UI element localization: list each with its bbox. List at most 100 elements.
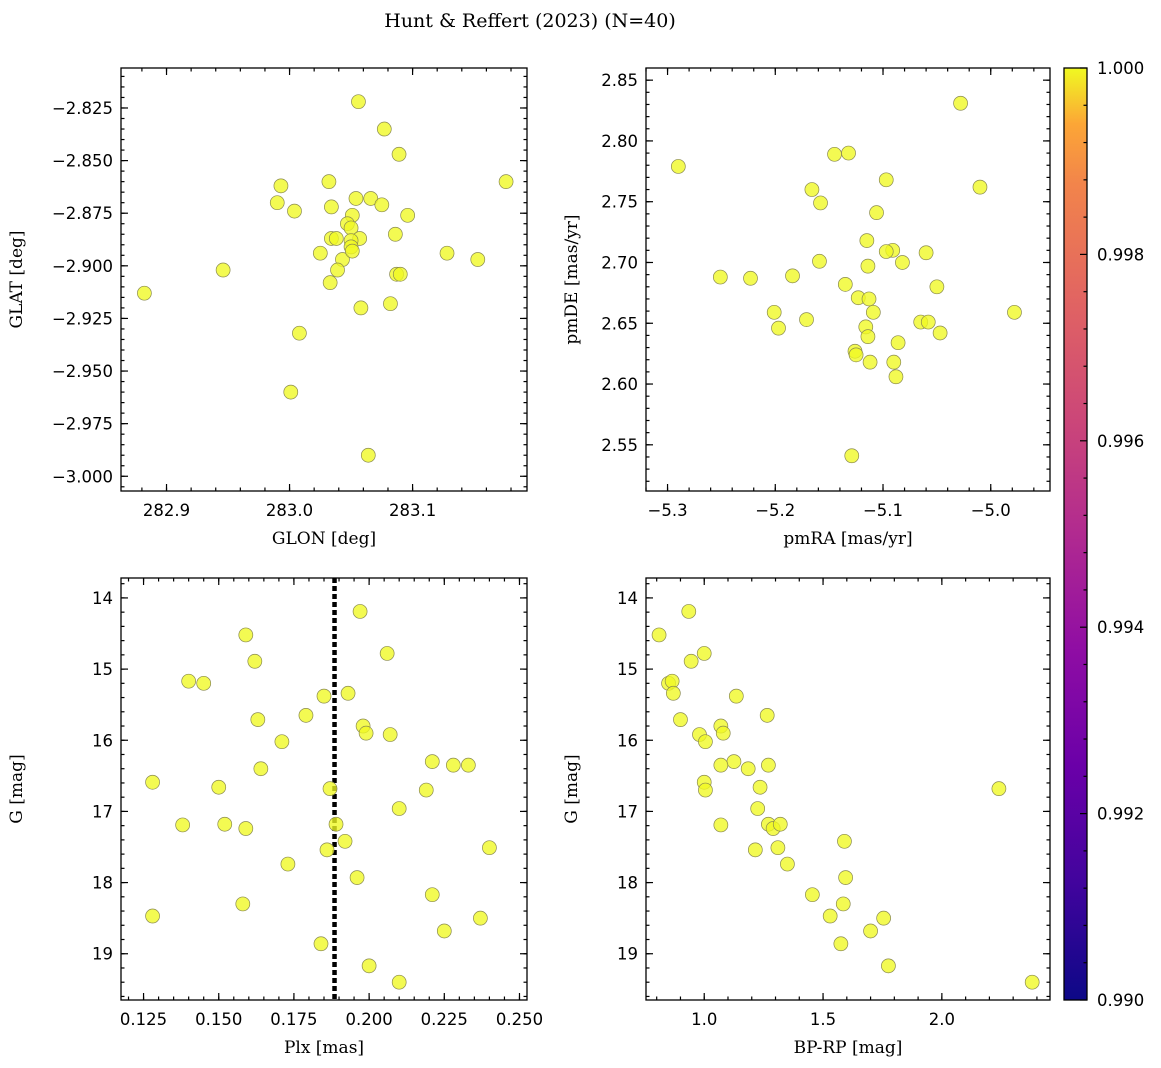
- panel-glon-glat: 282.9 283.0 283.1 −2.825 −2.850 −2.875 −2.900 −…: [7, 67, 528, 549]
- glon-glat-point: [363, 191, 379, 206]
- figure-title: Hunt & Reffert (2023) (N=40): [384, 10, 676, 32]
- pmra-pmde-point: [859, 233, 875, 248]
- plx-g-point: [352, 604, 368, 619]
- bprp-g-axes-frame: [645, 577, 1051, 1001]
- bprp-g-point: [863, 923, 878, 939]
- plx-g-y-tick-label: 16: [92, 731, 113, 750]
- glon-glat-point: [137, 285, 152, 301]
- pmra-pmde-point: [953, 95, 968, 111]
- pmra-pmde-point: [848, 347, 864, 363]
- colorbar-ticks: 0.990 0.992 0.994 0.996 0.998 1.000: [1080, 59, 1144, 1010]
- bprp-g-point: [726, 754, 742, 769]
- pmra-pmde-point: [813, 195, 828, 211]
- glon-glat-point: [269, 195, 285, 211]
- glon-glat-point: [498, 174, 514, 189]
- glon-glat-point: [215, 262, 231, 278]
- plx-g-point: [391, 974, 407, 990]
- pmra-pmde-point: [860, 329, 876, 344]
- colorbar-gradient: [1064, 68, 1087, 1000]
- pmra-pmde-point: [878, 244, 894, 259]
- pmra-pmde-point: [712, 269, 728, 285]
- bprp-g-point: [876, 910, 891, 926]
- glon-glat-point: [400, 207, 416, 223]
- bprp-g-point: [759, 707, 775, 723]
- glon-glat-y-axis-label: GLAT [deg]: [7, 230, 27, 328]
- pmra-pmde-y-tick-label: 2.85: [601, 71, 638, 90]
- glon-glat-point: [391, 146, 407, 162]
- bprp-g-point: [822, 908, 838, 924]
- plx-g-point: [358, 725, 374, 741]
- plx-g-point: [445, 757, 461, 773]
- bprp-g-point: [665, 685, 681, 701]
- pmra-pmde-x-tick-label: −5.1: [863, 501, 903, 520]
- bprp-g-x-axis-label: BP-RP [mag]: [794, 1038, 903, 1058]
- bprp-g-point: [683, 653, 699, 669]
- plx-g-point: [461, 757, 476, 773]
- plx-g-y-tick-label: 19: [92, 945, 113, 964]
- bprp-g-y-tick-label: 14: [617, 589, 638, 608]
- plx-g-point: [424, 754, 440, 769]
- pmra-pmde-point: [799, 312, 814, 327]
- pmra-pmde-y-tick-label: 2.70: [601, 253, 638, 272]
- pmra-pmde-x-tick-label: −5.0: [971, 501, 1011, 520]
- glon-glat-point: [292, 325, 307, 341]
- plx-g-point: [253, 761, 269, 777]
- bprp-g-y-tick-label: 17: [617, 802, 638, 821]
- bprp-g-y-tick-label: 15: [617, 660, 638, 679]
- bprp-g-point: [698, 734, 713, 750]
- glon-glat-y-tick-label: −2.875: [52, 204, 113, 223]
- glon-glat-point: [328, 231, 344, 246]
- bprp-g-point: [838, 870, 853, 885]
- pmra-pmde-point: [860, 258, 876, 274]
- pmra-pmde-y-tick-label: 2.55: [601, 436, 638, 455]
- plx-g-point: [337, 833, 353, 849]
- plx-g-point: [145, 908, 160, 924]
- bprp-g-point: [698, 782, 713, 798]
- plx-g-point: [361, 958, 377, 974]
- plx-g-x-tick-label: 0.150: [195, 1010, 242, 1029]
- pmra-pmde-y-axis-label: pmDE [mas/yr]: [562, 214, 582, 344]
- plx-g-x-tick-label: 0.250: [496, 1010, 543, 1029]
- glon-glat-point: [392, 266, 408, 282]
- plx-g-point: [196, 675, 212, 691]
- pmra-pmde-point: [920, 314, 936, 330]
- bprp-g-y-tick-label: 19: [617, 945, 638, 964]
- glon-glat-y-tick-label: −3.000: [52, 467, 113, 486]
- glon-glat-point: [348, 191, 364, 206]
- plx-g-point: [274, 734, 290, 750]
- bprp-g-point: [770, 840, 786, 856]
- bprp-g-point: [750, 801, 766, 816]
- colorbar-tick-label: 0.992: [1097, 805, 1144, 824]
- pmra-pmde-point: [771, 320, 786, 336]
- bprp-g-y-tick-label: 16: [617, 731, 638, 750]
- pmra-pmde-point: [869, 205, 884, 220]
- pmra-pmde-point: [841, 145, 856, 161]
- colorbar-tick-label: 0.994: [1097, 618, 1144, 637]
- bprp-g-x-tick-label: 1.0: [691, 1010, 717, 1029]
- plx-g-x-tick-label: 0.225: [421, 1010, 468, 1029]
- bprp-g-point: [713, 757, 729, 773]
- bprp-g-point: [728, 688, 744, 704]
- bprp-g-point: [1024, 974, 1040, 990]
- bprp-g-x-tick-label: 2.0: [929, 1010, 955, 1029]
- glon-glat-point: [312, 245, 328, 261]
- plx-g-x-axis-label: Plx [mas]: [284, 1038, 364, 1058]
- pmra-pmde-point: [895, 255, 910, 270]
- plx-g-y-tick-label: 14: [92, 589, 113, 608]
- glon-glat-point: [388, 226, 403, 242]
- bprp-g-point: [713, 817, 729, 833]
- glon-glat-point: [321, 174, 337, 189]
- pmra-pmde-point: [743, 270, 758, 286]
- bprp-g-point: [805, 887, 820, 903]
- pmra-pmde-point: [837, 277, 853, 292]
- pmra-pmde-point: [766, 304, 782, 320]
- glon-glat-point: [353, 300, 369, 316]
- glon-glat-y-tick-label: −2.950: [52, 362, 113, 381]
- pmra-pmde-y-tick-label: 2.60: [601, 375, 638, 394]
- pmra-pmde-y-tick-label: 2.80: [601, 132, 638, 151]
- glon-glat-point: [287, 203, 302, 219]
- glon-glat-point: [470, 252, 486, 267]
- pmra-pmde-point: [890, 335, 906, 351]
- glon-glat-y-tick-label: −2.975: [52, 415, 113, 434]
